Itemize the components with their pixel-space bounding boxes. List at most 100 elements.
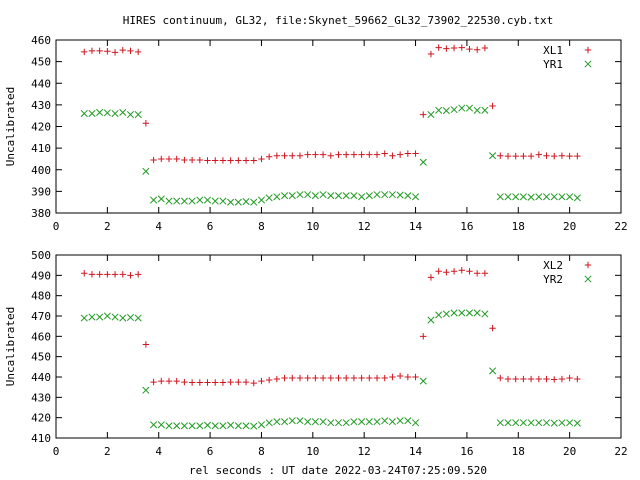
data-point (196, 156, 204, 164)
data-point (396, 417, 404, 425)
data-point (234, 198, 242, 206)
upper-plot-panel: 0 2 4 6 8 10 12 14 16 18 20 22 380 390 400 410 420 430 440… (4, 34, 628, 233)
data-point (496, 193, 504, 201)
data-point (373, 151, 381, 158)
y-tick-label: 450 (31, 56, 51, 69)
data-point (396, 151, 404, 158)
data-point (435, 268, 442, 275)
y-tick-label: 500 (31, 249, 51, 262)
data-point (427, 111, 435, 119)
data-point (497, 152, 504, 159)
data-point (134, 48, 142, 56)
data-point (489, 325, 496, 332)
data-point (442, 107, 450, 115)
data-point (219, 197, 227, 205)
data-point (504, 375, 512, 383)
data-point (142, 386, 150, 394)
data-point (358, 418, 366, 426)
data-point (350, 151, 358, 158)
data-point (497, 374, 504, 382)
data-point (111, 109, 119, 118)
data-point (527, 419, 535, 427)
data-point (404, 192, 412, 200)
data-point (134, 314, 142, 322)
data-point (427, 274, 435, 281)
data-point (481, 106, 489, 114)
x-tick-label: 4 (155, 220, 162, 233)
data-point (281, 418, 289, 426)
y-tick-label: 430 (31, 99, 51, 112)
data-point (435, 311, 443, 319)
data-point (134, 271, 142, 278)
data-point (157, 421, 165, 429)
data-point (258, 155, 265, 163)
data-point (296, 417, 304, 425)
legend-marker (584, 275, 592, 283)
data-point (550, 419, 558, 427)
x-tick-label: 22 (614, 220, 627, 233)
data-point (342, 192, 350, 200)
data-point (489, 102, 496, 110)
data-point (412, 373, 419, 381)
y-tick-label: 420 (31, 121, 51, 134)
data-point (411, 193, 420, 201)
data-point (111, 49, 119, 56)
x-tick-label: 10 (306, 220, 319, 233)
data-point (142, 120, 150, 127)
x-tick-label: 18 (512, 220, 525, 233)
data-point (227, 421, 235, 429)
data-point (242, 378, 250, 386)
data-point (111, 313, 119, 321)
data-point (373, 191, 381, 199)
data-point (527, 193, 535, 201)
data-point (196, 422, 204, 430)
data-point (327, 374, 334, 382)
data-point (281, 374, 288, 382)
data-point (227, 198, 235, 206)
data-point (489, 367, 497, 375)
data-point (173, 422, 181, 430)
y-tick-label: 460 (31, 34, 51, 47)
data-point (250, 198, 258, 206)
data-point (88, 313, 96, 321)
data-point (235, 378, 242, 386)
data-point (96, 271, 103, 278)
data-point (319, 191, 327, 199)
data-point (550, 193, 558, 201)
data-point (327, 419, 335, 427)
x-tick-label: 14 (409, 220, 423, 233)
data-point (212, 157, 219, 164)
data-point (188, 156, 196, 164)
series-xl2 (81, 267, 581, 387)
data-point (211, 422, 219, 430)
data-point (519, 419, 527, 427)
data-point (435, 44, 442, 51)
x-tick-label: 12 (358, 445, 371, 458)
data-point (512, 152, 519, 160)
data-point (288, 417, 296, 425)
data-point (342, 419, 350, 427)
data-point (127, 47, 134, 55)
data-point (450, 309, 458, 317)
data-point (127, 272, 134, 279)
data-point (158, 377, 165, 385)
data-point (512, 375, 519, 383)
data-point (173, 197, 181, 205)
data-point (88, 47, 96, 55)
data-point (420, 333, 427, 340)
data-point (312, 374, 319, 382)
y-tick-label: 440 (31, 371, 51, 384)
data-point (188, 422, 196, 430)
data-point (427, 50, 435, 58)
data-point (96, 108, 104, 116)
data-point (542, 193, 551, 201)
data-point (388, 191, 396, 199)
data-point (396, 372, 404, 380)
data-point (566, 152, 573, 160)
data-point (473, 270, 481, 277)
data-point (458, 44, 465, 51)
data-point (388, 418, 396, 426)
data-point (558, 375, 566, 383)
data-point (327, 192, 335, 200)
